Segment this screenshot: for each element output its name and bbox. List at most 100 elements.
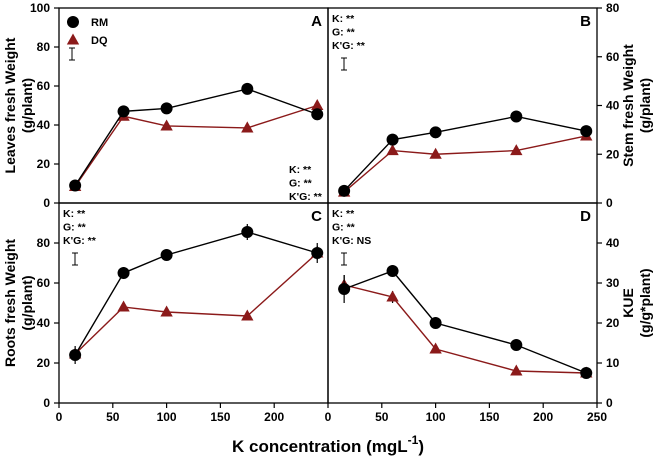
sd-reference-bar — [341, 252, 347, 266]
x-tick-label: 250 — [587, 410, 607, 424]
data-point-rm — [386, 265, 399, 277]
y-axis-label-line: (g/plant) — [19, 78, 35, 133]
data-point-rm — [69, 349, 82, 361]
legend-label-dq: DQ — [91, 35, 108, 47]
data-point-rm — [580, 125, 593, 138]
panel-c: 0 20 40 60 80 0 50 100 150 200 Roots fresh Weight(… — [2, 202, 329, 424]
stat-label: K: ** — [332, 13, 355, 25]
series-dq — [68, 99, 324, 191]
data-point-rm — [117, 267, 130, 279]
series-rm-line — [74, 231, 318, 356]
y-tick-label: 40 — [606, 99, 620, 113]
panel-c-frame — [58, 202, 329, 404]
stat-label: K'G: ** — [289, 191, 323, 203]
y-axis-label-line: (g/g*plant) — [637, 268, 653, 337]
x-tick-label: 50 — [375, 410, 389, 424]
y-tick-label: 10 — [606, 356, 620, 370]
stat-label: G: ** — [289, 178, 313, 190]
y-tick-label: 100 — [30, 1, 50, 15]
data-point-rm — [117, 105, 130, 118]
y-axis-label-line: Roots fresh Weight — [2, 239, 18, 367]
y-tick-label: 30 — [606, 276, 620, 290]
series-rm — [69, 82, 324, 192]
y-tick-label: 20 — [37, 157, 51, 171]
data-point-dq — [429, 147, 442, 159]
data-point-rm — [429, 317, 442, 329]
series-rm — [69, 224, 324, 364]
legend: RM DQ — [66, 16, 108, 47]
sd-reference-bar — [341, 57, 347, 71]
y-tick-label: 80 — [37, 40, 51, 54]
stat-label: G: ** — [332, 27, 356, 39]
y-tick-label: 60 — [37, 276, 51, 290]
series-dq — [337, 275, 593, 378]
y-tick-label: 0 — [606, 396, 613, 410]
sd-reference-bar — [69, 47, 75, 61]
panel-b-label: B — [580, 13, 591, 30]
data-point-rm — [429, 126, 442, 139]
panel-d-y-axis-label: KUE(g/g*plant) — [620, 268, 653, 337]
data-point-rm — [580, 367, 593, 379]
y-tick-label: 40 — [37, 316, 51, 330]
y-axis-label-line: (g/plant) — [19, 275, 35, 330]
series-rm-line — [343, 115, 587, 192]
stat-label: G: ** — [332, 222, 356, 234]
series-dq-line — [74, 252, 318, 355]
data-point-dq — [160, 305, 173, 317]
y-axis-label-line: KUE — [620, 288, 636, 318]
panel-a-label: A — [311, 13, 322, 30]
data-point-dq — [510, 364, 523, 376]
sd-reference-bar — [72, 252, 78, 266]
series-rm-line — [74, 88, 318, 186]
y-tick-label: 0 — [43, 196, 50, 210]
x-tick-label: 50 — [106, 410, 120, 424]
legend-marker-dq — [66, 33, 80, 45]
data-point-dq — [311, 99, 324, 111]
series-dq-line — [74, 104, 318, 187]
x-tick-label: 200 — [533, 410, 553, 424]
series-dq — [337, 129, 593, 197]
x-tick-label: 150 — [210, 410, 230, 424]
panel-b-frame — [327, 7, 598, 204]
panel-a: 0 20 40 60 80 100 Leaves fresh Weight(g/plant)… — [2, 1, 329, 210]
data-point-dq — [386, 144, 399, 156]
x-tick-label: 0 — [325, 410, 332, 424]
data-point-rm — [241, 226, 254, 238]
x-tick-label: 0 — [56, 410, 63, 424]
data-point-dq — [160, 119, 173, 131]
x-axis-title: K concentration (mgL-1) — [232, 433, 424, 456]
y-tick-label: 60 — [37, 79, 51, 93]
data-point-dq — [117, 300, 130, 312]
y-tick-label: 80 — [606, 1, 620, 15]
data-point-dq — [241, 309, 254, 321]
x-tick-label: 150 — [479, 410, 499, 424]
data-point-rm — [311, 247, 324, 259]
y-tick-label: 40 — [37, 118, 51, 132]
panel-d: 0 10 20 30 40 0 50 100 150 200 250 KUE(g/g*plant) D K… — [325, 202, 653, 424]
x-tick-label: 100 — [157, 410, 177, 424]
y-tick-label: 60 — [606, 50, 620, 64]
stat-label: K: ** — [289, 164, 312, 176]
y-tick-label: 20 — [606, 147, 620, 161]
panel-b-y-axis-label: Stem fresh Weight(g/plant) — [620, 44, 653, 167]
x-tick-label: 200 — [264, 410, 284, 424]
data-point-rm — [510, 339, 523, 351]
data-point-rm — [160, 249, 173, 261]
data-point-rm — [510, 110, 523, 123]
data-point-rm — [241, 82, 254, 95]
data-point-rm — [386, 133, 399, 146]
stat-label: G: ** — [63, 222, 87, 234]
y-tick-label: 0 — [43, 396, 50, 410]
y-tick-label: 20 — [37, 356, 51, 370]
legend-marker-rm — [67, 16, 79, 28]
stat-label: K'G: ** — [63, 235, 97, 247]
data-point-rm — [338, 283, 351, 295]
series-rm — [338, 265, 593, 379]
panel-c-label: C — [311, 208, 322, 225]
stat-label: K'G: ** — [332, 40, 366, 52]
y-axis-label-line: Leaves fresh Weight — [2, 37, 18, 173]
panel-d-frame — [327, 202, 598, 404]
y-axis-label-line: (g/plant) — [637, 78, 653, 133]
